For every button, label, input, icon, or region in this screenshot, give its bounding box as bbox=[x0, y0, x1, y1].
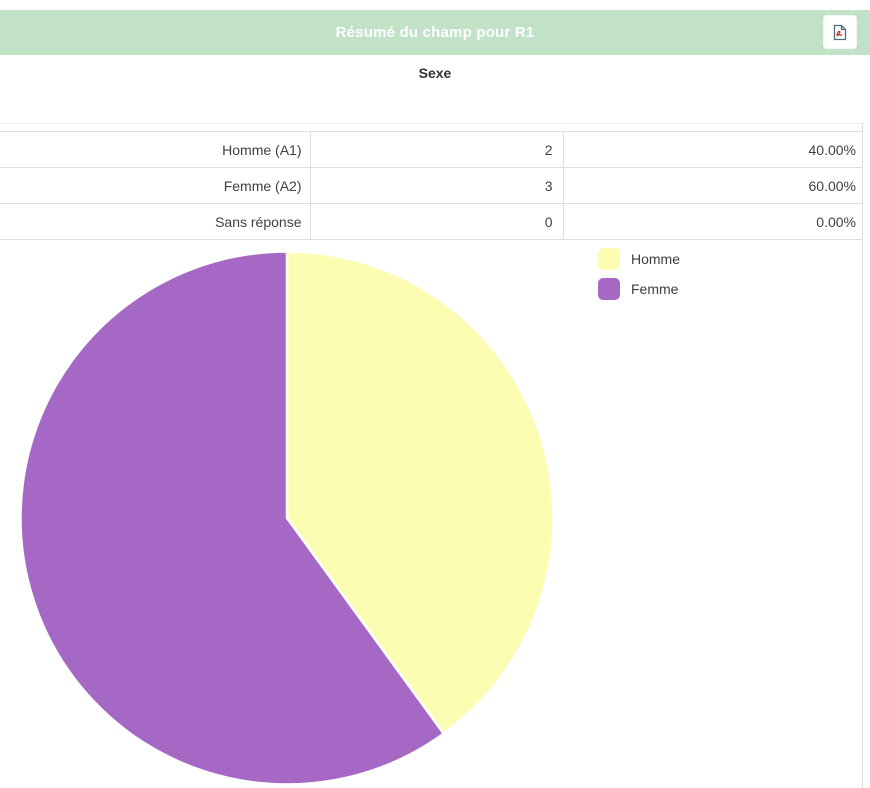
pie-slice-femme[interactable] bbox=[19, 250, 445, 786]
question-title: Sexe bbox=[418, 65, 452, 81]
table-row: Homme (A1) 2 40.00% bbox=[0, 131, 862, 168]
answers-table: Homme (A1) 2 40.00% Femme (A2) 3 60.00% … bbox=[0, 131, 862, 240]
answer-label: Homme (A1) bbox=[0, 131, 311, 168]
file-pdf-icon bbox=[832, 24, 848, 41]
legend-label: Femme bbox=[631, 281, 679, 297]
legend-item-femme[interactable]: Femme bbox=[598, 278, 680, 300]
table-row: Femme (A2) 3 60.00% bbox=[0, 167, 862, 204]
legend-swatch-homme bbox=[598, 248, 620, 270]
legend-swatch-femme bbox=[598, 278, 620, 300]
pie-slice-homme[interactable] bbox=[285, 250, 555, 735]
answer-count: 0 bbox=[310, 203, 564, 240]
panel-heading: Résumé du champ pour R1 bbox=[0, 10, 870, 55]
export-pdf-button[interactable] bbox=[823, 15, 857, 49]
pie-chart[interactable] bbox=[19, 250, 555, 786]
answer-count: 3 bbox=[310, 167, 564, 204]
answer-label: Femme (A2) bbox=[0, 167, 311, 204]
answer-count: 2 bbox=[310, 131, 564, 168]
legend-item-homme[interactable]: Homme bbox=[598, 248, 680, 270]
answer-label: Sans réponse bbox=[0, 203, 311, 240]
legend-label: Homme bbox=[631, 251, 681, 267]
answer-percent: 60.00% bbox=[563, 167, 862, 204]
statistics-panel: Homme (A1) 2 40.00% Femme (A2) 3 60.00% … bbox=[0, 123, 863, 788]
page-title: Résumé du champ pour R1 bbox=[335, 24, 535, 41]
answer-percent: 40.00% bbox=[563, 131, 862, 168]
chart-area: Homme Femme bbox=[0, 240, 862, 786]
answer-percent: 0.00% bbox=[563, 203, 862, 240]
top-spacer bbox=[0, 0, 870, 10]
table-row: Sans réponse 0 0.00% bbox=[0, 203, 862, 240]
chart-legend: Homme Femme bbox=[598, 248, 680, 308]
